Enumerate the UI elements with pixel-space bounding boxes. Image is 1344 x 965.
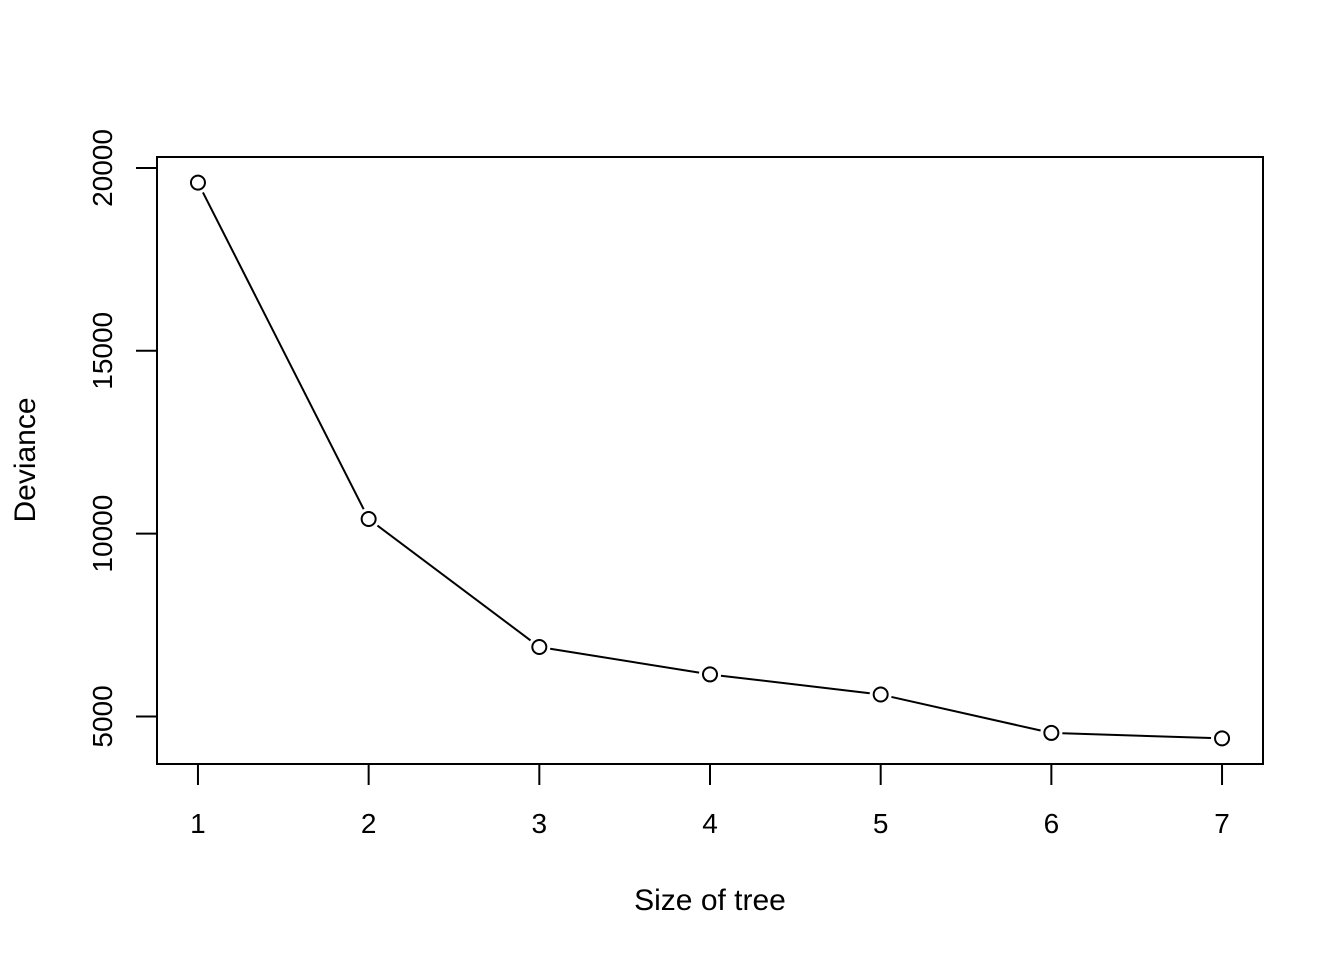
x-tick-label: 7 [1214, 808, 1230, 839]
data-point [531, 638, 548, 655]
series-segment [720, 674, 870, 695]
x-tick-label: 1 [190, 808, 206, 839]
y-axis-label: Deviance [9, 397, 42, 522]
data-point [702, 666, 718, 683]
x-tick-label: 5 [873, 808, 889, 839]
x-axis-label: Size of tree [634, 884, 786, 917]
series-layer [189, 174, 1231, 747]
data-point [872, 686, 889, 703]
x-tick-label: 6 [1044, 808, 1060, 839]
data-point [1214, 730, 1231, 747]
y-axis: 5000 10000 15000 20000 [87, 129, 158, 748]
series-segment [550, 647, 700, 674]
x-tick-label: 4 [702, 808, 718, 839]
x-tick-label: 3 [532, 808, 548, 839]
data-point [1043, 724, 1060, 741]
series-segment [376, 524, 532, 642]
series-segment [891, 695, 1041, 732]
y-tick-label: 15000 [87, 312, 118, 390]
series-segment [1062, 732, 1212, 740]
data-point [360, 511, 377, 528]
x-axis: 1 2 3 4 5 6 7 [190, 763, 1230, 839]
y-tick-label: 5000 [87, 685, 118, 747]
series-segment [202, 191, 365, 510]
y-tick-label: 10000 [87, 495, 118, 573]
data-point [189, 174, 206, 191]
x-tick-label: 2 [361, 808, 377, 839]
y-tick-label: 20000 [87, 129, 118, 207]
